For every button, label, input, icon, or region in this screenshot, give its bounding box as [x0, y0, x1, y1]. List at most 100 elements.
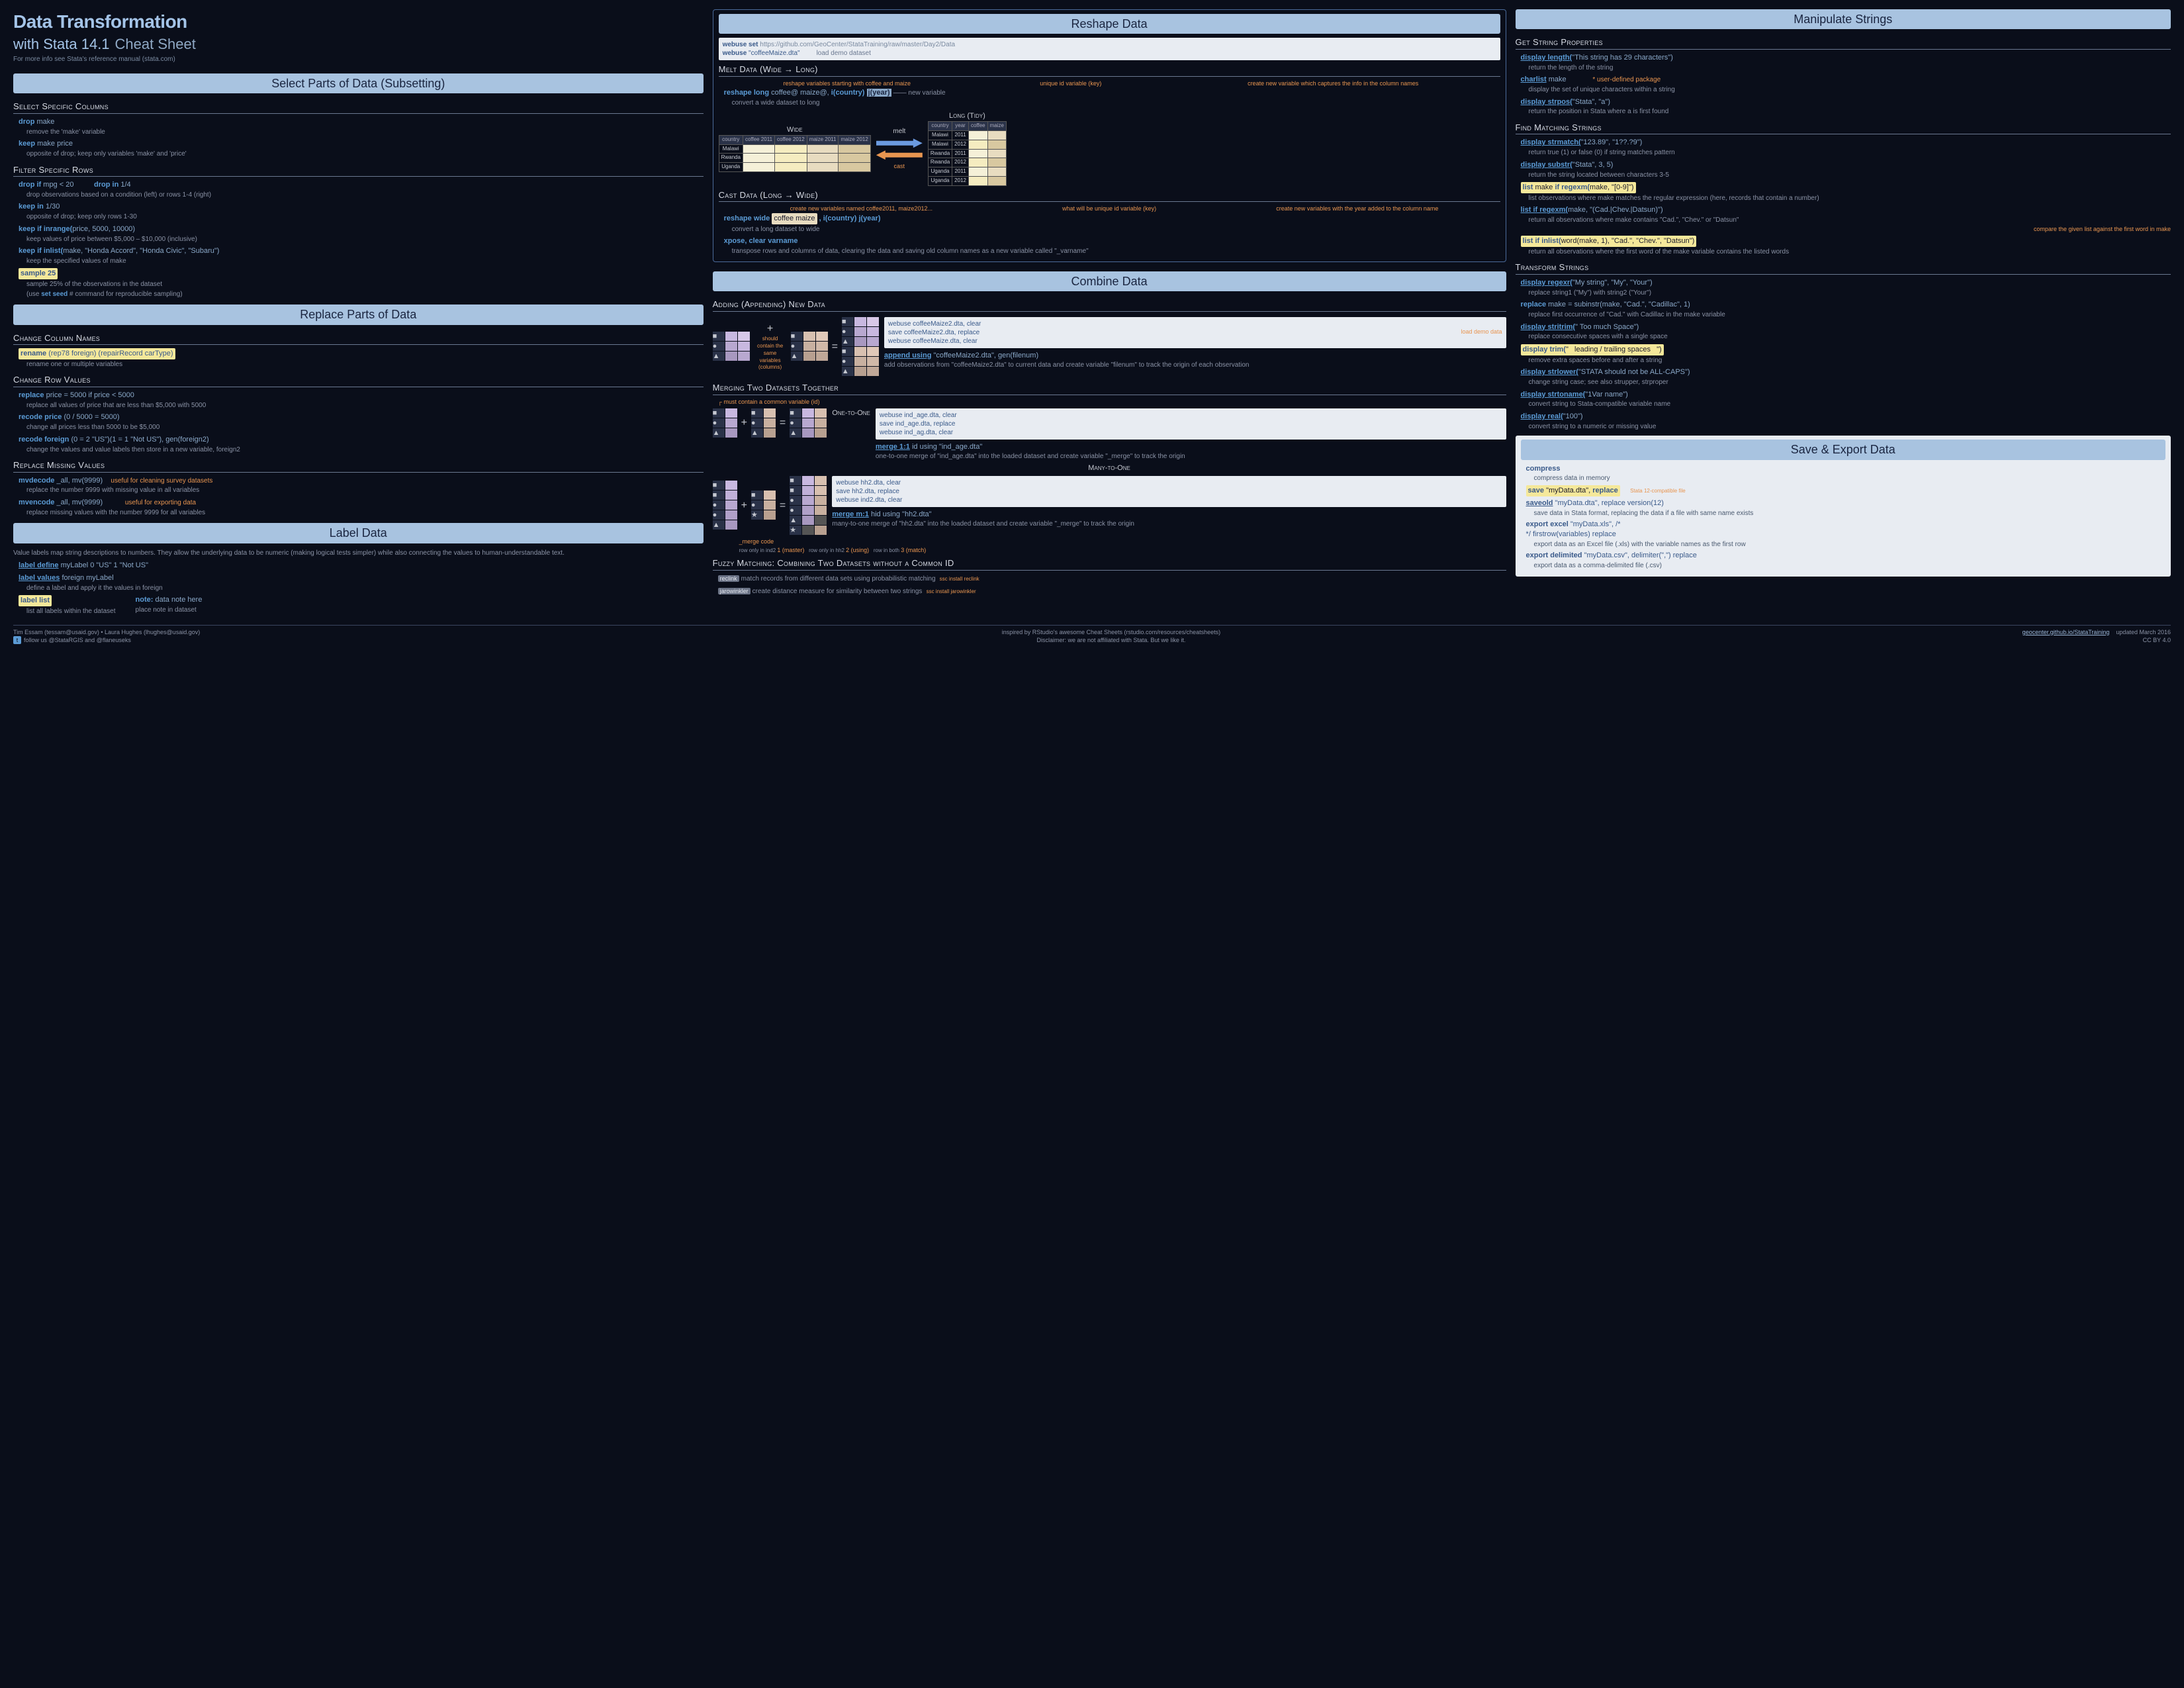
merge-m1-demo: webuse hh2.dta, clear save hh2.dta, repl…	[832, 476, 1506, 507]
append-grid-b: ■ ● ▲	[791, 332, 828, 361]
reshape-long: reshape long coffee@ maize@, i(country) …	[719, 88, 1500, 107]
sub-melt: Melt Data (Wide → Long)	[719, 64, 1500, 77]
regexr: display regexr("My string", "My", "Your"…	[1516, 278, 2171, 297]
sub-change-cols: Change Column Names	[13, 332, 704, 346]
cmd: keep	[19, 140, 35, 148]
regexm-list: list make if regexm(make, "[0-9]") list …	[1516, 182, 2171, 203]
cheat-sheet-page: Data Transformation with Stata 14.1Cheat…	[13, 9, 2171, 618]
merge-m1-diagram: ■ ■ ● ● ▲ + ■ ● ★ = ■ ■ ● ●	[713, 476, 827, 535]
footer-url[interactable]: geocenter.github.io/StataTraining	[2023, 629, 2110, 635]
arg: _all, mv(9999)	[56, 477, 103, 485]
arrows: melt cast	[876, 127, 923, 171]
arg: make, "Honda Accord", "Honda Civic", "Su…	[63, 247, 219, 255]
strmatch: display strmatch("123.89", "1??.?9") ret…	[1516, 138, 2171, 157]
desc: remove the 'make' variable	[19, 128, 704, 137]
sub-select-cols: Select Specific Columns	[13, 101, 704, 114]
merge-11-cmd: merge 1:1 id using "ind_age.dta" one-to-…	[876, 442, 1506, 461]
long-table: Long (Tidy) countryyearcoffeemaize Malaw…	[928, 111, 1007, 185]
sample-25: sample 25 sample 25% of the observations…	[13, 268, 704, 299]
merge-m1-cmd: merge m:1 hid using "hh2.dta" many-to-on…	[832, 510, 1506, 528]
cmd: keep if inlist(	[19, 247, 63, 255]
desc2: (use set seed (use set seed # command fo…	[19, 290, 704, 299]
drop-if-in: drop if mpg < 20 drop in 1/4 drop observ…	[13, 180, 704, 199]
arg: 1/30	[46, 203, 60, 211]
desc: rename one or multiple variables	[19, 360, 704, 369]
footer-meta: geocenter.github.io/StataTraining update…	[2023, 628, 2171, 644]
note: useful for cleaning survey datasets	[111, 477, 212, 485]
title-block: Data Transformation with Stata 14.1Cheat…	[13, 9, 704, 64]
cmd: drop	[19, 118, 34, 126]
arg: price, 5000, 10000)	[72, 225, 135, 233]
trim: display trim(" leading / trailing spaces…	[1516, 344, 2171, 365]
save: save "myData.dta", replace Stata 12-comp…	[1521, 485, 2165, 496]
charlist: charlist make * user-defined package dis…	[1516, 75, 2171, 94]
title-main: Data Transformation	[13, 9, 704, 34]
inlist-word: list if inlist(word(make, 1), "Cad.", "C…	[1516, 236, 2171, 256]
label-define: label define myLabel 0 "US" 1 "Not US"	[13, 561, 704, 571]
hdr-subsetting: Select Parts of Data (Subsetting)	[13, 73, 704, 93]
strtoname: display strtoname("1Var name") convert s…	[1516, 390, 2171, 409]
sub-merge: Merging Two Datasets Together	[713, 382, 1506, 395]
reshape-wide: reshape wide coffee maize , i(country) j…	[719, 213, 1500, 234]
save-export-box: Save & Export Data compress compress dat…	[1516, 436, 2171, 576]
cmd: drop if	[19, 181, 41, 189]
regexm-cad: list if regexm(make, "(Cad.|Chev.|Datsun…	[1516, 205, 2171, 232]
append-diagram: ■ ● ▲ + should contain the same variable…	[713, 317, 879, 376]
sub-filter-rows: Filter Specific Rows	[13, 164, 704, 177]
label-list: label list list all labels within the da…	[13, 595, 704, 616]
sub-transform: Transform Strings	[1516, 261, 2171, 275]
hdr-combine: Combine Data	[713, 271, 1506, 291]
reshape-demo: webuse set https://github.com/GeoCenter/…	[719, 38, 1500, 60]
cmd: replace	[19, 391, 44, 399]
cast-annotations: create new variables named coffee2011, m…	[719, 205, 1500, 212]
drop-make: drop make remove the 'make' variable	[13, 117, 704, 136]
recode-price: recode price (0 / 5000 = 5000) change al…	[13, 412, 704, 432]
desc: replace missing values with the number 9…	[19, 508, 704, 518]
wide-table: Wide countrycoffee 2011coffee 2012maize …	[719, 125, 871, 172]
subinstr: replace make = subinstr(make, "Cad.", "C…	[1516, 300, 2171, 319]
cmd: keep in	[19, 203, 44, 211]
label-values: label values foreign myLabel define a la…	[13, 573, 704, 592]
hl: rename (rep78 foreign) (repairRecord car…	[19, 348, 175, 359]
desc: drop observations based on a condition (…	[19, 191, 704, 200]
desc1: sample 25% of the observations in the da…	[19, 280, 704, 289]
title-sub-right: Cheat Sheet	[115, 36, 196, 52]
desc: opposite of drop; keep only variables 'm…	[19, 150, 704, 159]
reshape-box: Reshape Data webuse set https://github.c…	[713, 9, 1506, 262]
cmd: recode price	[19, 413, 62, 421]
export-excel: export excel "myData.xls", /* */ firstro…	[1521, 520, 2165, 549]
merge-11-diagram: ■ ● ▲ + ■ ● ▲ = ■ ● ▲	[713, 408, 827, 438]
title-note: For more info see Stata's reference manu…	[13, 55, 704, 64]
footer: Tim Essam (tessam@usaid.gov) • Laura Hug…	[13, 625, 2171, 644]
note-cmd: note:	[136, 596, 154, 604]
hl: label list	[19, 595, 52, 606]
keep-in: keep in 1/30 opposite of drop; keep only…	[13, 202, 704, 221]
append-demo-box: webuse coffeeMaize2.dta, clear save coff…	[884, 317, 1506, 348]
recode-foreign: recode foreign (0 = 2 "US")(1 = 1 "Not U…	[13, 435, 704, 454]
append-cmd: append using "coffeeMaize2.dta", gen(fil…	[884, 351, 1506, 369]
append-grid-a: ■ ● ▲	[713, 332, 750, 361]
note-desc: place note in dataset	[136, 606, 203, 615]
arg: make	[37, 118, 55, 126]
desc: opposite of drop; keep only rows 1-30	[19, 212, 704, 222]
desc: replace all values of price that are les…	[19, 401, 704, 410]
hdr-label: Label Data	[13, 523, 704, 543]
rename: rename (rep78 foreign) (repairRecord car…	[13, 348, 704, 369]
arg: make price	[37, 140, 73, 148]
arg: foreign myLabel	[62, 574, 113, 582]
desc: replace the number 9999 with missing val…	[19, 486, 704, 495]
arg: myLabel 0 "US" 1 "Not US"	[61, 561, 148, 569]
arg: (0 / 5000 = 5000)	[64, 413, 119, 421]
desc: change the values and value labels then …	[19, 445, 704, 455]
xpose: xpose, clear varname transpose rows and …	[719, 236, 1500, 256]
footer-authors: Tim Essam (tessam@usaid.gov) • Laura Hug…	[13, 628, 200, 644]
keep-make-price: keep make price opposite of drop; keep o…	[13, 139, 704, 158]
saveold: saveold "myData.dta", replace version(12…	[1521, 498, 2165, 518]
length: display length("This string has 29 chara…	[1516, 53, 2171, 72]
merge-codes: _merge code row only in ind2 1 (master) …	[713, 538, 1506, 555]
keep-inlist: keep if inlist(make, "Honda Accord", "Ho…	[13, 246, 704, 265]
twitter-icon: t	[13, 636, 21, 644]
note: useful for exporting data	[125, 499, 196, 506]
hdr-strings: Manipulate Strings	[1516, 9, 2171, 29]
mvencode: mvencode _all, mv(9999) useful for expor…	[13, 498, 704, 517]
